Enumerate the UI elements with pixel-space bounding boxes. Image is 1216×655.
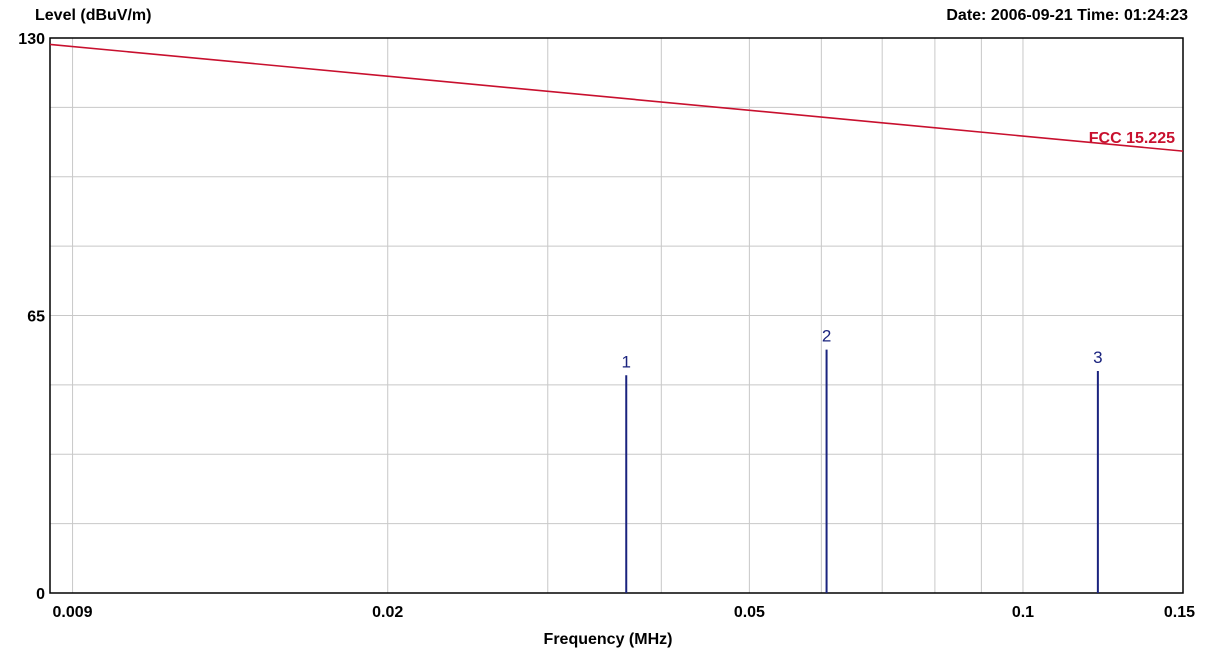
- limit-line: [49, 43, 1184, 152]
- y-axis-title: Level (dBuV/m): [35, 7, 152, 24]
- x-axis-title: Frequency (MHz): [543, 631, 673, 648]
- date-time-stamp: Date: 2006-09-21 Time: 01:24:23: [946, 7, 1188, 24]
- peak-label: 3: [1093, 348, 1102, 367]
- y-tick-label: 0: [36, 586, 45, 603]
- y-tick-label: 65: [27, 309, 45, 326]
- peak-label: 2: [822, 327, 831, 346]
- plot-frame: [49, 37, 1184, 594]
- limit-line-label: FCC 15.225: [1089, 130, 1175, 147]
- x-tick-label: 0.05: [734, 604, 765, 621]
- x-tick-label: 0.15: [1164, 604, 1195, 621]
- x-tick-label: 0.009: [53, 604, 93, 621]
- x-tick-label: 0.1: [1012, 604, 1034, 621]
- x-tick-label: 0.02: [372, 604, 403, 621]
- peak-label: 1: [622, 352, 631, 371]
- y-tick-label: 130: [18, 31, 45, 48]
